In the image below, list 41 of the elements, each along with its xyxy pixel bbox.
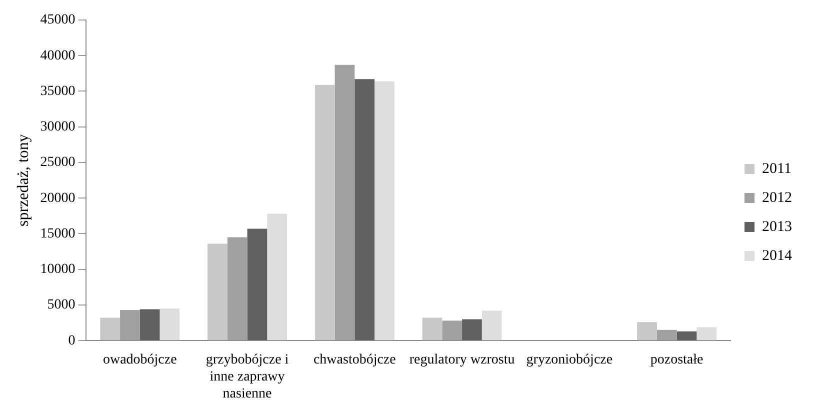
bar — [442, 320, 462, 340]
bar — [267, 214, 288, 340]
bar — [247, 228, 268, 340]
bar — [354, 79, 375, 340]
x-tick-label: grzybobójcze i inne zaprawy nasienne — [206, 352, 289, 402]
y-tick-label: 10000 — [40, 262, 76, 278]
y-tick-label: 0 — [68, 333, 76, 348]
bar — [374, 81, 394, 340]
x-tick-label: owadobójcze — [102, 352, 177, 368]
y-tick-label: 30000 — [40, 120, 76, 135]
bar — [208, 244, 228, 340]
legend-label: 2012 — [762, 190, 792, 206]
bar — [160, 308, 180, 340]
bar — [482, 310, 502, 340]
y-tick-label: 35000 — [40, 84, 76, 99]
x-tick-label: pozostałe — [650, 352, 704, 368]
bar — [696, 327, 717, 340]
bar — [422, 318, 442, 340]
bar — [637, 322, 657, 340]
y-tick-label: 40000 — [40, 48, 76, 64]
y-tick-label: 20000 — [40, 190, 76, 206]
bar — [314, 84, 335, 340]
y-axis-title: sprzedaż, tony — [14, 134, 32, 227]
bar — [462, 319, 482, 340]
x-tick-label: gryzoniobójcze — [526, 352, 613, 368]
y-tick-label: 45000 — [40, 12, 76, 28]
legend-label: 2014 — [762, 248, 792, 264]
bar — [676, 331, 697, 340]
bar — [334, 64, 355, 340]
y-tick-label: 25000 — [40, 155, 76, 170]
bar — [227, 237, 248, 340]
y-tick-label: 15000 — [40, 226, 76, 242]
legend-label: 2013 — [762, 218, 792, 235]
bar — [120, 310, 140, 340]
x-tick-label: regulatory wzrostu — [409, 352, 515, 368]
y-tick-label: 5000 — [47, 298, 76, 313]
bar — [100, 318, 120, 340]
bar — [656, 330, 677, 340]
legend-label: 2011 — [762, 160, 792, 177]
bar — [140, 309, 160, 340]
x-tick-label: chwastobójcze — [313, 352, 396, 368]
